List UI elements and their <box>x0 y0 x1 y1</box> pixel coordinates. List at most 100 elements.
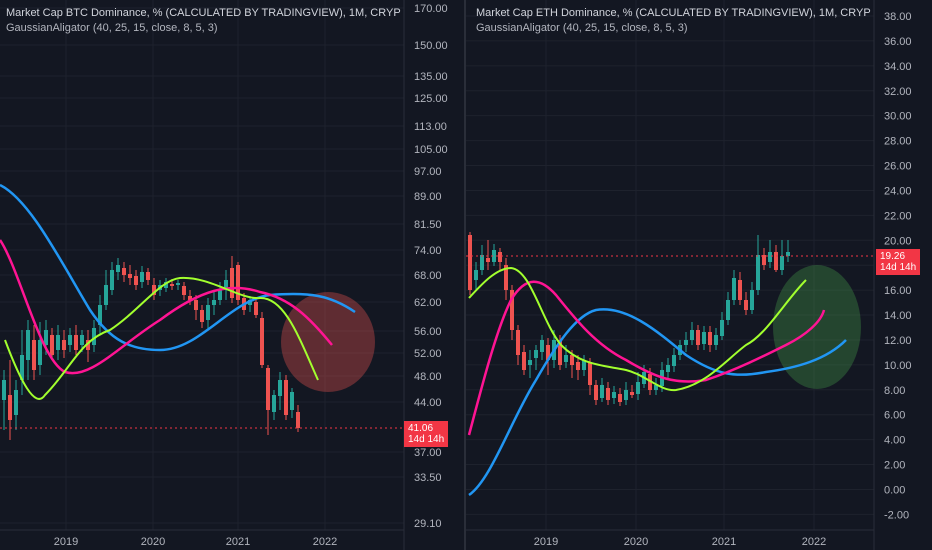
candle-body <box>516 330 520 355</box>
candle-body <box>188 296 192 300</box>
chart-legend: Market Cap ETH Dominance, % (CALCULATED … <box>476 6 871 36</box>
candle-body <box>200 310 204 322</box>
candle-body <box>62 340 66 350</box>
candle-body <box>744 300 748 310</box>
last-price-value: 41.06 <box>408 423 434 434</box>
candle-body <box>522 352 526 370</box>
candle-body <box>104 285 108 305</box>
candle-body <box>20 355 24 380</box>
candle-body <box>780 256 784 270</box>
candle-body <box>630 392 634 395</box>
price-axis-label: 10.00 <box>884 360 912 372</box>
candle-body <box>624 390 628 400</box>
candle-body <box>534 350 538 358</box>
candle-body <box>284 380 288 415</box>
candle-body <box>182 286 186 295</box>
pane-divider[interactable] <box>464 0 466 550</box>
time-axis-label: 2019 <box>54 536 78 548</box>
price-axis-label: 89.00 <box>414 191 442 203</box>
candle-body <box>14 390 18 415</box>
candle-body <box>582 360 586 370</box>
candle-body <box>56 335 60 350</box>
candle-body <box>768 252 772 262</box>
candle-body <box>786 252 790 256</box>
indicator-label[interactable]: GaussianAligator (40, 25, 15, close, 8, … <box>6 22 218 34</box>
candle-body <box>140 272 144 282</box>
price-axis-label: 24.00 <box>884 185 912 197</box>
candle-body <box>546 345 550 360</box>
price-axis-label: 81.50 <box>414 219 442 231</box>
candle-body <box>230 268 234 298</box>
candle-body <box>296 412 300 428</box>
candle-body <box>498 252 502 262</box>
candle-body <box>690 330 694 340</box>
price-axis-label: 37.00 <box>414 447 442 459</box>
candle-body <box>720 320 724 336</box>
price-axis-label: 26.00 <box>884 161 912 173</box>
price-axis-label: 150.00 <box>414 40 448 52</box>
btc-chart-canvas[interactable]: 170.00 150.00 135.00 125.00 113.00 105.00 97.0… <box>0 0 464 550</box>
jaw-line <box>468 308 847 497</box>
jaw-line <box>0 183 356 352</box>
price-axis-label: 28.00 <box>884 136 912 148</box>
price-axis-label: 105.00 <box>414 144 448 156</box>
candle-body <box>594 385 598 400</box>
price-axis-label: 48.00 <box>414 371 442 383</box>
candle-body <box>684 340 688 345</box>
time-axis-label: 2021 <box>226 536 250 548</box>
candle-body <box>92 328 96 345</box>
candle-body <box>540 340 544 352</box>
candle-body <box>576 362 580 370</box>
candle-body <box>44 330 48 345</box>
candle-body <box>564 355 568 362</box>
candle-body <box>474 270 478 280</box>
price-axis-label: 74.00 <box>414 245 442 257</box>
symbol-title[interactable]: Market Cap BTC Dominance, % (CALCULATED … <box>6 7 401 19</box>
price-axis-label: 97.00 <box>414 166 442 178</box>
chart-pane-eth[interactable]: 38.00 36.00 34.00 32.00 30.00 28.00 26.00 24.00… <box>466 0 932 550</box>
candle-body <box>68 335 72 345</box>
candle-body <box>266 368 270 410</box>
price-axis-label: 2.00 <box>884 460 905 472</box>
price-axis-label: 33.50 <box>414 472 442 484</box>
symbol-title[interactable]: Market Cap ETH Dominance, % (CALCULATED … <box>476 7 871 19</box>
candle-body <box>86 340 90 350</box>
price-axis-label: 14.00 <box>884 310 912 322</box>
candle-body <box>8 395 12 420</box>
candle-body <box>726 300 730 320</box>
candle-body <box>146 272 150 280</box>
price-axis-label: 32.00 <box>884 86 912 98</box>
candle-body <box>606 388 610 400</box>
candle-body <box>558 340 562 365</box>
price-axis-label: 36.00 <box>884 36 912 48</box>
chart-pane-btc[interactable]: 170.00 150.00 135.00 125.00 113.00 105.00 97.0… <box>0 0 464 550</box>
candle-body <box>612 392 616 398</box>
last-price-value: 19.26 <box>880 251 906 262</box>
candle-body <box>32 340 36 370</box>
price-axis-label: 0.00 <box>884 484 905 496</box>
price-axis-label: 34.00 <box>884 61 912 73</box>
price-axis-label: 20.00 <box>884 235 912 247</box>
candle-body <box>666 365 670 372</box>
candle-body <box>116 265 120 272</box>
highlight-ellipse <box>773 265 861 389</box>
last-price-tag: 19.26 14d 14h <box>876 249 921 275</box>
candle-body <box>236 265 240 300</box>
candle-body <box>80 335 84 345</box>
price-axis-label: 4.00 <box>884 435 905 447</box>
candle-body <box>468 235 472 290</box>
price-axis-label: -2.00 <box>884 509 909 521</box>
candle-body <box>272 395 276 412</box>
candle-body <box>290 392 294 410</box>
price-axis-label: 22.00 <box>884 210 912 222</box>
indicator-label[interactable]: GaussianAligator (40, 25, 15, close, 8, … <box>476 22 688 34</box>
candle-body <box>636 382 640 394</box>
candle-body <box>588 362 592 385</box>
candle-body <box>672 355 676 366</box>
eth-chart-canvas[interactable]: 38.00 36.00 34.00 32.00 30.00 28.00 26.00 24.00… <box>466 0 932 550</box>
candle-body <box>26 330 30 360</box>
candle-body <box>170 284 174 286</box>
candle-body <box>164 282 168 288</box>
price-axis-label: 52.00 <box>414 348 442 360</box>
teeth-line <box>467 280 826 436</box>
